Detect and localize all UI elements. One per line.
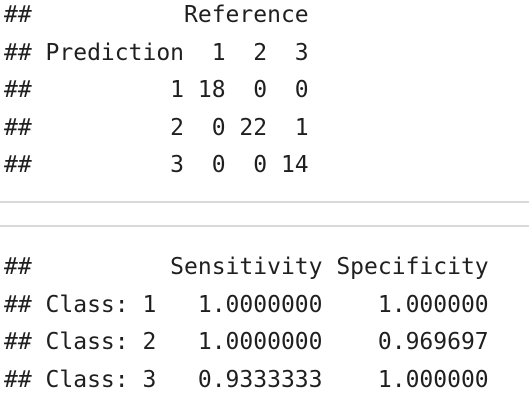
output-line: ## Sensitivity Specificity [4,254,489,280]
confusion-matrix-output: ## Reference ## Prediction 1 2 3 ## 1 18 0… [4,0,309,185]
output-divider [0,225,529,227]
output-line: ## 2 0 22 1 [4,114,309,141]
output-line: ## 1 18 0 0 [4,77,309,103]
output-line: ## Class: 1 1.0000000 1.000000 [4,291,489,318]
output-line: ## Reference [4,2,309,28]
output-line: ## Prediction 1 2 3 [4,39,309,66]
output-line: ## Class: 2 1.0000000 0.969697 [4,329,489,355]
output-line: ## Class: 3 0.9333333 1.000000 [4,366,489,393]
by-class-statistics-output: ## Sensitivity Specificity ## Class: 1 1.… [4,249,489,399]
output-divider [0,201,529,203]
output-line: ## 3 0 0 14 [4,152,309,178]
